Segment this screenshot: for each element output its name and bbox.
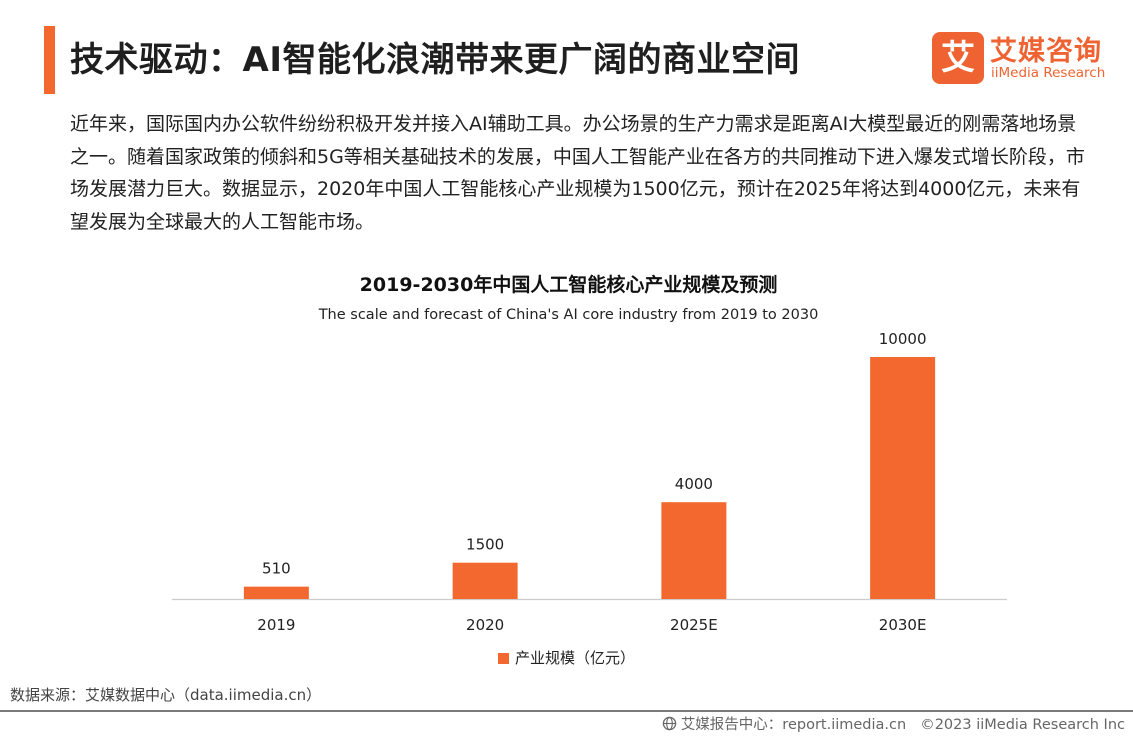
bar-2025E: [661, 502, 727, 599]
x-tick-label-2020: 2020: [466, 616, 504, 634]
globe-icon: [662, 716, 677, 731]
chart-title: 2019-2030年中国人工智能核心产业规模及预测: [359, 274, 778, 296]
x-tick-label-2030E: 2030E: [879, 616, 927, 634]
x-tick-label-2019: 2019: [257, 616, 295, 634]
footer-report-link[interactable]: 艾媒报告中心：report.iimedia.cn: [680, 717, 907, 733]
title-accent-bar: [44, 26, 55, 94]
data-label-2025E: 4000: [675, 475, 713, 493]
bar-2019: [243, 586, 309, 599]
page-title: 技术驱动：AI智能化浪潮带来更广阔的商业空间: [70, 40, 800, 80]
legend-label: 产业规模（亿元）: [514, 649, 635, 667]
bar-2020: [452, 562, 518, 599]
bar-2030E: [870, 357, 936, 599]
chart-legend: 产业规模（亿元）: [0, 647, 1133, 668]
data-label-2030E: 10000: [879, 330, 927, 348]
chart-subtitle: The scale and forecast of China's AI cor…: [318, 307, 819, 323]
logo-icon: 艾: [932, 32, 984, 84]
intro-paragraph: 近年来，国际国内办公软件纷纷积极开发并接入AI辅助工具。办公场景的生产力需求是距…: [70, 113, 1085, 233]
data-label-2020: 1500: [466, 536, 504, 554]
footer: 艾媒报告中心：report.iimedia.cn ©2023 iiMedia Re…: [662, 713, 1125, 734]
logo-chinese-name: 艾媒咨询: [990, 36, 1102, 67]
brand-logo: 艾 艾媒咨询 iiMedia Research: [932, 32, 1122, 88]
legend-swatch: [497, 653, 509, 664]
logo-english-name: iiMedia Research: [991, 65, 1106, 81]
data-label-2019: 510: [262, 560, 291, 578]
footer-copyright: ©2023 iiMedia Research Inc: [920, 717, 1125, 733]
footer-divider: [0, 710, 1133, 712]
x-tick-label-2025E: 2025E: [670, 616, 718, 634]
data-source: 数据来源：艾媒数据中心（data.iimedia.cn）: [10, 686, 322, 704]
